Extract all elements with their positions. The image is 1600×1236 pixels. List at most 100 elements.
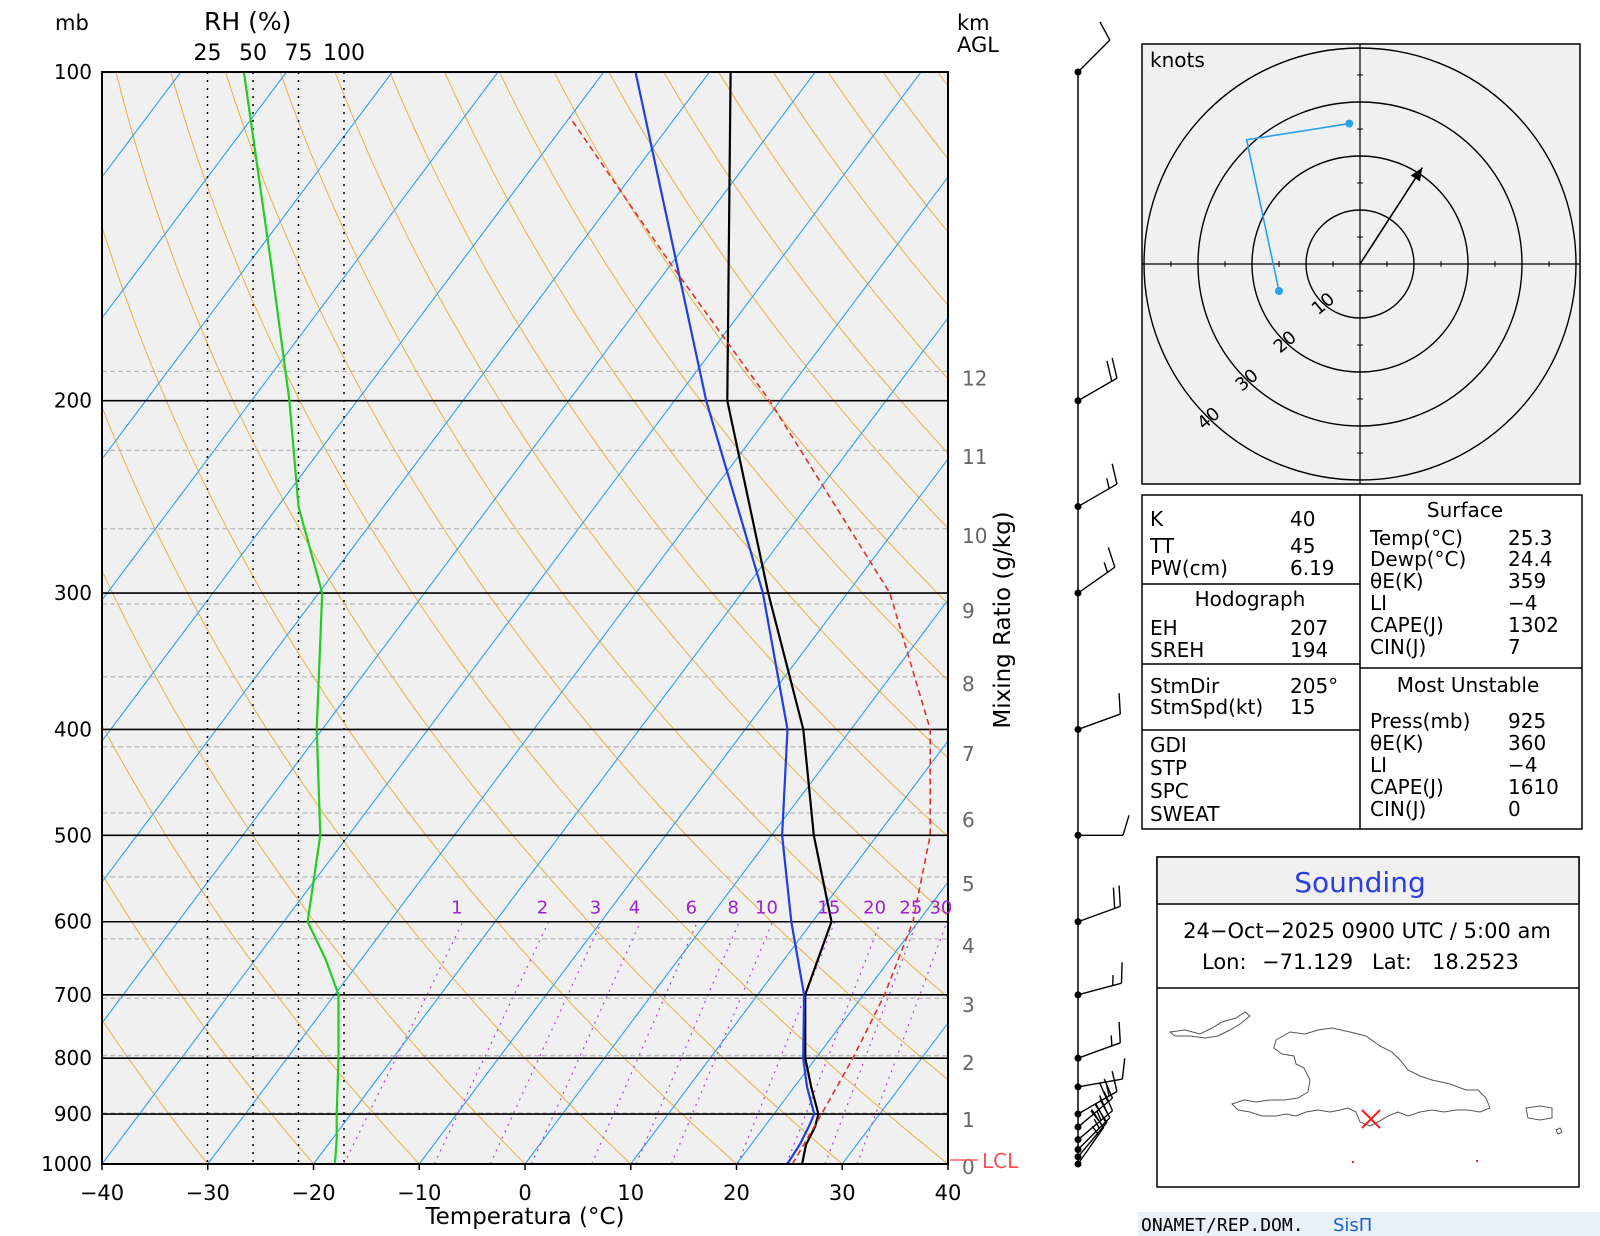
dry-adiabat-line bbox=[225, 72, 948, 1081]
lcl-label: LCL bbox=[982, 1149, 1019, 1173]
dry-adiabat-line bbox=[772, 72, 948, 306]
svg-text:CAPE(J): CAPE(J) bbox=[1370, 613, 1444, 637]
svg-text:TT: TT bbox=[1149, 534, 1175, 558]
pressure-unit-label: mb bbox=[55, 11, 89, 35]
mu-row-cin: CIN(J) 0 bbox=[1370, 797, 1521, 821]
svg-text:205°: 205° bbox=[1290, 674, 1338, 698]
surface-row-cin: CIN(J) 7 bbox=[1370, 635, 1521, 659]
wind-barb bbox=[1074, 463, 1118, 511]
dry-adiabat-line bbox=[608, 72, 948, 529]
mixing-ratio-line bbox=[737, 921, 836, 1164]
location-marker bbox=[1361, 1109, 1381, 1129]
mixing-ratio-line bbox=[670, 921, 774, 1164]
pressure-tick-label: 100 bbox=[54, 60, 92, 84]
rh-tick-label: 100 bbox=[323, 41, 365, 66]
mixing-ratio-tick-label: 30 bbox=[929, 898, 952, 919]
mixing-ratio-tick-label: 1 bbox=[451, 898, 462, 919]
hispaniola-outline bbox=[1231, 1027, 1491, 1127]
svg-text:359: 359 bbox=[1508, 569, 1546, 593]
info-lat-label: Lat: bbox=[1372, 950, 1412, 974]
mu-row-li: LI −4 bbox=[1370, 753, 1537, 777]
index-row-stmspd: StmSpd(kt) 15 bbox=[1150, 695, 1315, 719]
storm-motion-arrowhead bbox=[1410, 167, 1423, 182]
svg-text:−4: −4 bbox=[1508, 591, 1537, 615]
rh-tick-label: 25 bbox=[194, 41, 222, 66]
pressure-tick-label: 800 bbox=[54, 1046, 92, 1070]
pressure-tick-label: 300 bbox=[54, 581, 92, 605]
footer-org: ONAMET/REP.DOM. bbox=[1141, 1215, 1304, 1236]
dry-adiabat-line bbox=[102, 873, 314, 1164]
pressure-tick-label: 900 bbox=[54, 1102, 92, 1126]
height-tick-label: 7 bbox=[962, 742, 975, 766]
mixing-ratio-line bbox=[785, 921, 882, 1164]
isotherm-line bbox=[524, 599, 948, 1164]
dry-adiabat-line bbox=[102, 569, 526, 1164]
isotherm-line bbox=[736, 881, 948, 1164]
height-grid-lines bbox=[102, 370, 948, 1114]
skewt-background-lines bbox=[102, 72, 948, 1164]
svg-text:207: 207 bbox=[1290, 616, 1328, 640]
isotherm-line bbox=[102, 72, 710, 883]
isotherm-line bbox=[102, 72, 393, 460]
mixing-ratio-labels: 1 2 3 4 6 8 10 15 20 25 30 bbox=[451, 898, 952, 919]
rh-axis-title: RH (%) bbox=[204, 7, 291, 36]
islet-outline bbox=[1555, 1127, 1563, 1135]
svg-text:SREH: SREH bbox=[1150, 638, 1204, 662]
pressure-tick-label: 700 bbox=[54, 983, 92, 1007]
index-row-sreh: SREH 194 bbox=[1150, 638, 1328, 662]
skewt-diagram: mb RH (%) km AGL Temperatura (°C) Mixing… bbox=[41, 7, 1019, 1230]
isotherm-line bbox=[102, 72, 605, 742]
rh-grid-lines bbox=[206, 72, 345, 1164]
dry-adiabat-line bbox=[102, 224, 737, 1164]
svg-text:CIN(J): CIN(J) bbox=[1370, 797, 1426, 821]
height-unit-label: km bbox=[957, 11, 990, 35]
dewpoint-profile bbox=[634, 72, 816, 1164]
lcl-marker: LCL bbox=[950, 1149, 1019, 1173]
footer: ONAMET/REP.DOM. SisΠ bbox=[1138, 1212, 1600, 1236]
info-datetime: 24−Oct−2025 0900 UTC / 5:00 am bbox=[1183, 919, 1551, 943]
mixing-ratio-tick-label: 2 bbox=[537, 898, 548, 919]
isotherm-line bbox=[313, 317, 948, 1164]
svg-text:PW(cm): PW(cm) bbox=[1150, 556, 1228, 580]
svg-text:1302: 1302 bbox=[1508, 613, 1559, 637]
height-tick-label: 8 bbox=[962, 672, 975, 696]
mixing-ratio-line bbox=[489, 921, 603, 1164]
svg-text:LI: LI bbox=[1370, 591, 1387, 615]
wind-barb bbox=[1074, 1078, 1114, 1131]
mixing-ratio-line bbox=[433, 921, 550, 1164]
wind-barb bbox=[1074, 885, 1121, 926]
height-tick-label: 2 bbox=[962, 1051, 975, 1075]
pressure-tick-label: 500 bbox=[54, 823, 92, 847]
temperature-tick-label: 40 bbox=[935, 1181, 962, 1205]
hodograph-units-label: knots bbox=[1150, 48, 1205, 72]
dry-adiabats bbox=[102, 72, 948, 1164]
svg-text:EH: EH bbox=[1150, 616, 1178, 640]
svg-text:925: 925 bbox=[1508, 709, 1546, 733]
dry-adiabat-line bbox=[102, 724, 420, 1164]
wind-barb bbox=[1074, 693, 1121, 733]
mu-row-thetae: θE(K) 360 bbox=[1370, 731, 1546, 755]
index-spc: SPC bbox=[1150, 779, 1189, 803]
isotherm-line bbox=[207, 176, 948, 1164]
mixing-ratio-tick-label: 3 bbox=[590, 898, 601, 919]
mixing-ratio-tick-label: 6 bbox=[686, 898, 697, 919]
svg-text:25.3: 25.3 bbox=[1508, 526, 1553, 550]
surface-row-dewp: Dewp(°C) 24.4 bbox=[1370, 547, 1553, 571]
height-tick-label: 4 bbox=[962, 934, 975, 958]
surface-row-cape: CAPE(J) 1302 bbox=[1370, 613, 1559, 637]
svg-text:15: 15 bbox=[1290, 695, 1315, 719]
temperature-axis-labels: −40 −30 −20 −10 0 10 20 30 40 bbox=[80, 1164, 962, 1205]
pressure-tick-label: 1000 bbox=[41, 1152, 92, 1176]
height-tick-label: 0 bbox=[962, 1155, 975, 1179]
wind-barb bbox=[1074, 357, 1118, 405]
mixing-ratio-line bbox=[856, 921, 948, 1164]
hodograph-endpoint bbox=[1275, 287, 1283, 295]
svg-text:−4: −4 bbox=[1508, 753, 1537, 777]
pressure-axis-labels: 100 200 300 400 500 600 700 800 900 1000 bbox=[41, 60, 92, 1176]
svg-text:7: 7 bbox=[1508, 635, 1521, 659]
wind-barb bbox=[1074, 962, 1123, 999]
svg-text:LI: LI bbox=[1370, 753, 1387, 777]
temperature-tick-label: −20 bbox=[291, 1181, 335, 1205]
wind-barb bbox=[1074, 815, 1130, 839]
dry-adiabat-line bbox=[718, 72, 948, 380]
